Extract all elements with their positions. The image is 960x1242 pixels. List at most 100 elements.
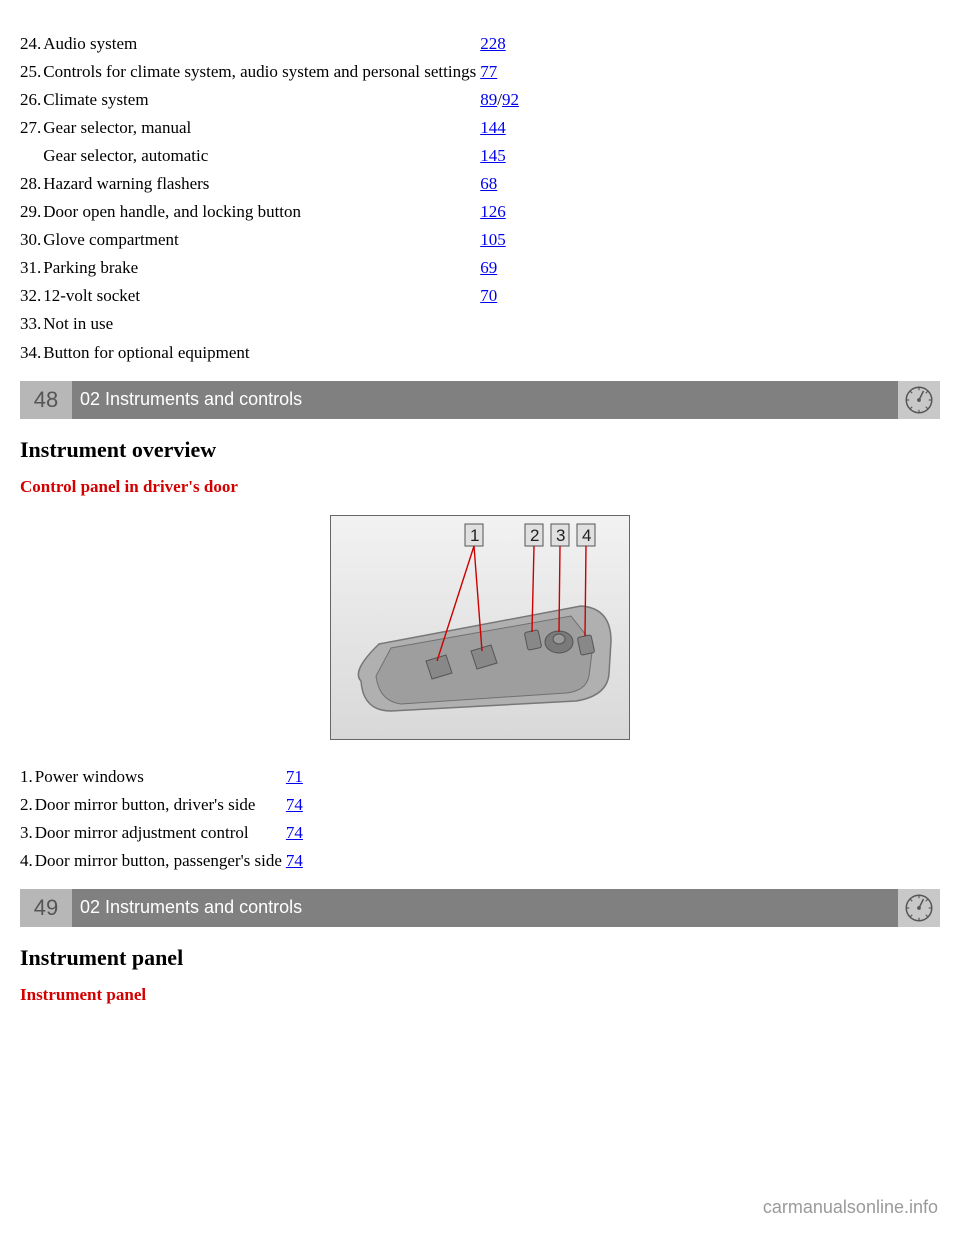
row-number: 3. [20,819,35,847]
table-row: 24.Audio system228 [20,30,523,58]
row-desc: Door open handle, and locking button [43,198,480,226]
page-link[interactable]: 74 [286,823,303,842]
row-number: 2. [20,791,35,819]
fig-label-4: 4 [582,526,591,545]
row-desc: Door mirror adjustment control [35,819,286,847]
section-page-number: 49 [20,889,72,927]
row-number: 4. [20,847,35,875]
row-desc: 12-volt socket [43,282,480,310]
table-row: 3.Door mirror adjustment control74 [20,819,307,847]
row-number: 25. [20,58,43,86]
row-page: 145 [480,142,523,170]
table-row: 2.Door mirror button, driver's side74 [20,791,307,819]
section-title: 02 Instruments and controls [72,889,898,927]
heading-instrument-overview: Instrument overview [20,437,940,463]
row-desc: Door mirror button, passenger's side [35,847,286,875]
table-row: 33.Not in use [20,310,523,338]
fig-label-3: 3 [556,526,565,545]
door-control-panel-figure: 1 2 3 4 [330,515,630,740]
row-page: 71 [286,763,307,791]
page-link[interactable]: 92 [502,90,519,109]
table-row: 32.12-volt socket70 [20,282,523,310]
row-desc: Hazard warning flashers [43,170,480,198]
table-row: 28.Hazard warning flashers68 [20,170,523,198]
page-link[interactable]: 69 [480,258,497,277]
row-page: 105 [480,226,523,254]
row-page: 70 [480,282,523,310]
page-link[interactable]: 68 [480,174,497,193]
table-row: Gear selector, automatic145 [20,142,523,170]
page-link[interactable]: 77 [480,62,497,81]
row-desc: Climate system [43,86,480,114]
page-link[interactable]: 70 [480,286,497,305]
row-number: 1. [20,763,35,791]
page-link[interactable]: 89 [480,90,497,109]
row-desc: Not in use [43,310,480,338]
page-link[interactable]: 74 [286,795,303,814]
table-row: 30.Glove compartment105 [20,226,523,254]
figure-wrap: 1 2 3 4 [20,515,940,745]
gauge-icon [898,381,940,419]
row-number: 34. [20,339,43,367]
page-link[interactable]: 105 [480,230,506,249]
subheading-instrument-panel: Instrument panel [20,985,940,1005]
row-page: 74 [286,847,307,875]
row-page: 69 [480,254,523,282]
row-page: 126 [480,198,523,226]
manual-page: 24.Audio system22825.Controls for climat… [0,0,960,1242]
row-page: 89/92 [480,86,523,114]
table-row: 1.Power windows71 [20,763,307,791]
row-number: 24. [20,30,43,58]
section-bar-48: 48 02 Instruments and controls [20,381,940,419]
row-number: 29. [20,198,43,226]
row-desc: Power windows [35,763,286,791]
row-number [20,142,43,170]
row-page: 74 [286,791,307,819]
footer-watermark: carmanualsonline.info [763,1197,938,1218]
row-page [480,339,523,367]
page-link[interactable]: 126 [480,202,506,221]
row-number: 27. [20,114,43,142]
mid-index-table: 1.Power windows712.Door mirror button, d… [20,763,307,875]
row-desc: Button for optional equipment [43,339,480,367]
row-desc: Gear selector, manual [43,114,480,142]
row-number: 31. [20,254,43,282]
table-row: 26.Climate system89/92 [20,86,523,114]
row-desc: Parking brake [43,254,480,282]
row-desc: Audio system [43,30,480,58]
row-page: 228 [480,30,523,58]
row-number: 32. [20,282,43,310]
table-row: 31.Parking brake69 [20,254,523,282]
row-number: 26. [20,86,43,114]
row-page: 74 [286,819,307,847]
row-desc: Controls for climate system, audio syste… [43,58,480,86]
row-page [480,310,523,338]
table-row: 34.Button for optional equipment [20,339,523,367]
row-desc: Gear selector, automatic [43,142,480,170]
row-number: 30. [20,226,43,254]
row-page: 68 [480,170,523,198]
top-index-table: 24.Audio system22825.Controls for climat… [20,30,523,367]
section-page-number: 48 [20,381,72,419]
table-row: 29.Door open handle, and locking button1… [20,198,523,226]
row-page: 77 [480,58,523,86]
row-desc: Glove compartment [43,226,480,254]
section-bar-49: 49 02 Instruments and controls [20,889,940,927]
page-link[interactable]: 74 [286,851,303,870]
row-number: 28. [20,170,43,198]
fig-label-1: 1 [470,526,479,545]
subheading-control-panel: Control panel in driver's door [20,477,940,497]
row-desc: Door mirror button, driver's side [35,791,286,819]
row-number: 33. [20,310,43,338]
section-title: 02 Instruments and controls [72,381,898,419]
page-link[interactable]: 145 [480,146,506,165]
row-page: 144 [480,114,523,142]
gauge-icon [898,889,940,927]
page-link[interactable]: 71 [286,767,303,786]
table-row: 27.Gear selector, manual144 [20,114,523,142]
table-row: 4.Door mirror button, passenger's side74 [20,847,307,875]
page-link[interactable]: 144 [480,118,506,137]
fig-label-2: 2 [530,526,539,545]
heading-instrument-panel: Instrument panel [20,945,940,971]
page-link[interactable]: 228 [480,34,506,53]
